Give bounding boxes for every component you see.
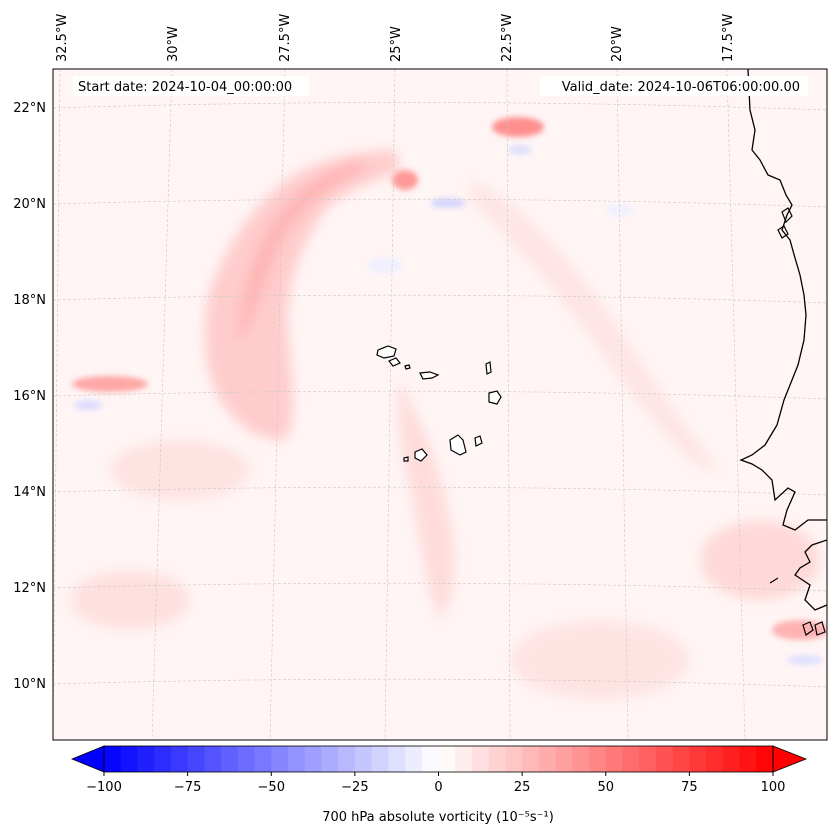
- lon-label: 25°W: [389, 26, 404, 62]
- colorbar-tick-label: 100: [761, 780, 786, 795]
- vorticity-max-west: [72, 376, 148, 392]
- vorticity-band-inner: [238, 160, 365, 340]
- latitude-labels: 22°N 20°N 18°N 16°N 14°N 12°N 10°N: [13, 101, 46, 692]
- colorbar-segment: [655, 746, 674, 772]
- lat-label: 16°N: [13, 389, 46, 404]
- colorbar-tick-label: 50: [597, 780, 614, 795]
- colorbar-segment: [522, 746, 540, 772]
- colorbar-segment: [287, 746, 306, 772]
- valid-date-box: [540, 76, 808, 96]
- map-area: Start date: 2024-10-04_00:00:00 Valid_da…: [53, 69, 827, 740]
- lat-label: 10°N: [13, 677, 46, 692]
- map-frame: [52, 68, 828, 741]
- africa-coastline: [739, 69, 827, 611]
- lat-label: 18°N: [13, 293, 46, 308]
- lon-label: 32.5°W: [55, 14, 70, 62]
- colorbar-segment: [538, 746, 557, 772]
- colorbar-tick-label: −100: [86, 780, 122, 795]
- colorbar-segment: [672, 746, 690, 772]
- vorticity-band-south: [398, 380, 456, 620]
- colorbar-segment: [388, 746, 406, 772]
- colorbar-segment: [555, 746, 573, 772]
- vorticity-max-center: [392, 170, 418, 190]
- colorbar-tick-label: −75: [174, 780, 201, 795]
- colorbar-segment: [471, 746, 490, 772]
- colorbar-segment: [505, 746, 523, 772]
- lon-label: 17.5°W: [721, 14, 736, 62]
- valid-date-label: Valid_date: 2024-10-06T06:00:00.00: [562, 80, 800, 95]
- colorbar-segment: [187, 746, 205, 772]
- colorbar-segment: [605, 746, 624, 772]
- lat-label: 22°N: [13, 101, 46, 116]
- colorbar-tick-label: −25: [341, 780, 368, 795]
- cape-verde-islands: [376, 345, 502, 462]
- cap-vert-peninsula: [777, 207, 793, 239]
- colorbar-label: 700 hPa absolute vorticity (10⁻⁵s⁻¹): [322, 810, 554, 825]
- colorbar-segment: [438, 746, 456, 772]
- colorbar-segment: [455, 746, 473, 772]
- colorbar-segment: [706, 746, 724, 772]
- colorbar-segment: [722, 746, 741, 772]
- colorbar-segment: [254, 746, 272, 772]
- colorbar-segment: [689, 746, 707, 772]
- lon-label: 22.5°W: [500, 14, 515, 62]
- colorbar-segment: [405, 746, 423, 772]
- colorbar-segment: [572, 746, 590, 772]
- colorbar-tick-label: 75: [681, 780, 698, 795]
- vorticity-band-east: [470, 180, 720, 472]
- lat-label: 20°N: [13, 197, 46, 212]
- map-background: [53, 69, 827, 740]
- colorbar-segment: [756, 746, 774, 772]
- colorbar-segment: [371, 746, 389, 772]
- colorbar-segment: [271, 746, 289, 772]
- colorbar-segment: [488, 746, 506, 772]
- colorbar-segment: [221, 746, 239, 772]
- vorticity-field: [70, 117, 827, 700]
- lon-label: 20°W: [610, 26, 625, 62]
- colorbar-segment: [338, 746, 356, 772]
- colorbar-segment: [170, 746, 189, 772]
- colorbar-segment: [137, 746, 155, 772]
- colorbar-segment: [104, 746, 122, 772]
- vorticity-band-main: [204, 150, 400, 440]
- colorbar-segment: [421, 746, 440, 772]
- bijagos-islands: [769, 577, 826, 636]
- colorbar-ticks: −100 −75 −50 −25 0 25 50 75 100: [86, 772, 785, 795]
- colorbar-tick-label: −50: [258, 780, 285, 795]
- colorbar-segment: [739, 746, 757, 772]
- colorbar-segment: [321, 746, 339, 772]
- vorticity-max-north: [492, 117, 544, 137]
- start-date-label: Start date: 2024-10-04_00:00:00: [78, 80, 292, 95]
- lat-label: 12°N: [13, 581, 46, 596]
- colorbar-segment: [589, 746, 607, 772]
- colorbar-segment: [204, 746, 222, 772]
- colorbar-segment: [639, 746, 657, 772]
- gridlines: [53, 69, 827, 740]
- colorbar-extend-low: [70, 745, 105, 773]
- colorbar-segment: [304, 746, 323, 772]
- lon-label: 30°W: [166, 26, 181, 62]
- colorbar-tick-label: 0: [434, 780, 442, 795]
- start-date-box: [73, 76, 309, 96]
- colorbar-segments: [104, 746, 774, 772]
- colorbar-tick-label: 25: [514, 780, 531, 795]
- colorbar-segment: [237, 746, 256, 772]
- longitude-labels: 32.5°W 30°W 27.5°W 25°W 22.5°W 20°W 17.5…: [55, 14, 736, 62]
- colorbar-segment: [354, 746, 373, 772]
- colorbar-extend-high: [772, 745, 808, 773]
- lon-label: 27.5°W: [278, 14, 293, 62]
- colorbar-segment: [120, 746, 139, 772]
- colorbar: −100 −75 −50 −25 0 25 50 75 100 700 hPa absolute…: [70, 745, 808, 825]
- lat-label: 14°N: [13, 485, 46, 500]
- colorbar-segment: [622, 746, 640, 772]
- colorbar-segment: [154, 746, 172, 772]
